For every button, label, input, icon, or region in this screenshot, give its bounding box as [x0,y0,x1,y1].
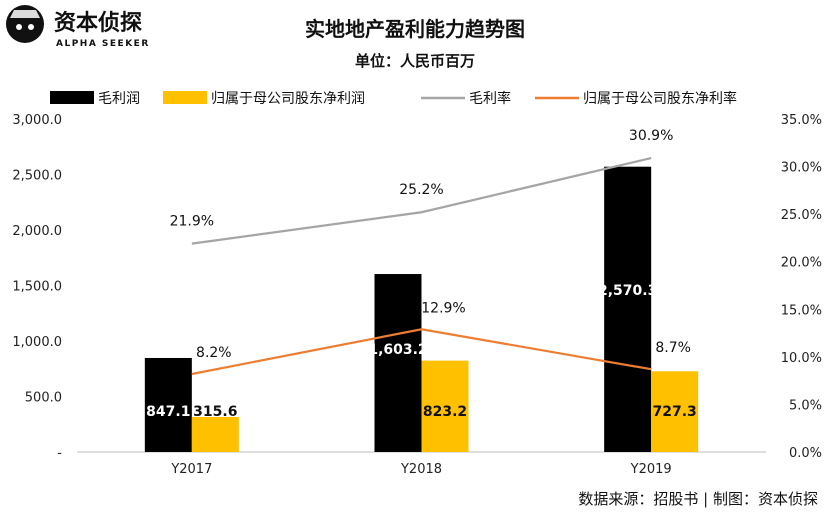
y-right-tick-label: 15.0% [781,303,822,318]
legend-label-gross-margin: 毛利率 [469,90,511,107]
line-label-gross-margin: 25.2% [399,182,443,198]
bar-label-gross-profit: 1,603.2 [368,342,427,358]
line-net-margin [191,328,652,376]
x-tick-label: Y2018 [400,462,442,477]
bar-gross-profit [144,357,192,452]
bar-gross-profit [604,166,652,452]
x-tick-label: Y2017 [170,462,212,477]
line-label-net-margin: 12.9% [421,300,465,316]
bar-series: 847.1 1,603.2 2,570.3 315.6 823.2 727.3 [144,166,699,452]
y-right-tick-label: 10.0% [781,351,822,366]
bar-label-net-profit: 823.2 [423,404,467,420]
legend: 毛利润 归属于母公司股东净利润 毛利率 归属于母公司股东净利率 [50,90,737,107]
bar-gross-profit [374,274,422,452]
legend-label-net-profit: 归属于母公司股东净利润 [211,90,365,107]
brand-name: 资本侦探 [54,10,142,36]
legend-label-net-margin: 归属于母公司股东净利率 [583,90,737,107]
y-right-tick-label: 20.0% [781,256,822,271]
legend-swatch-gross-profit [50,91,94,104]
legend-swatch-net-profit [163,91,207,104]
line-label-net-margin: 8.7% [655,340,691,356]
brand-tagline: ALPHA SEEKER [56,39,150,49]
chart-subtitle: 单位：人民币百万 [355,52,475,70]
x-tick-label: Y2019 [630,462,672,477]
x-axis: Y2017 Y2018 Y2019 [170,462,671,477]
line-label-net-margin: 8.2% [196,345,232,361]
y-right-tick-label: 5.0% [789,398,822,413]
bar-label-net-profit: 315.6 [193,404,237,420]
y-axis-left: - 500.0 1,000.0 1,500.0 2,000.0 2,500.0 3,000.… [12,113,62,461]
bar-label-net-profit: 727.3 [653,404,697,420]
y-left-tick-label: 500.0 [25,391,62,406]
detective-eye-icon [28,24,34,30]
line-label-gross-margin: 30.9% [629,128,673,144]
y-axis-right: 0.0% 5.0% 10.0% 15.0% 20.0% 25.0% 30.0% 35.0% [781,113,822,461]
bar-net-profit [421,360,469,452]
y-right-tick-label: 30.0% [781,161,822,176]
y-left-tick-label: 3,000.0 [12,113,62,128]
detective-eye-icon [16,24,22,30]
bar-label-gross-profit: 847.1 [146,404,190,420]
bar-net-profit [651,371,699,452]
line-series: 21.9% 25.2% 30.9% 8.2% 12.9% 8.7% [170,128,691,376]
source-note: 数据来源：招股书 | 制图：资本侦探 [578,490,818,508]
y-left-tick-label: 2,000.0 [12,224,62,239]
y-right-tick-label: 25.0% [781,208,822,223]
y-left-tick-label: - [57,446,62,461]
y-left-tick-label: 1,000.0 [12,335,62,350]
brand-logo [6,5,44,43]
y-left-tick-label: 1,500.0 [12,280,62,295]
y-right-tick-label: 0.0% [789,446,822,461]
y-left-tick-label: 2,500.0 [12,169,62,184]
detective-hat-icon [10,10,40,18]
chart-title: 实地地产盈利能力趋势图 [305,17,525,41]
legend-label-gross-profit: 毛利润 [98,91,140,107]
bar-label-gross-profit: 2,570.3 [598,283,657,299]
line-gross-margin [191,156,652,245]
line-label-gross-margin: 21.9% [170,214,214,230]
bar-net-profit [191,416,239,452]
y-right-tick-label: 35.0% [781,113,822,128]
